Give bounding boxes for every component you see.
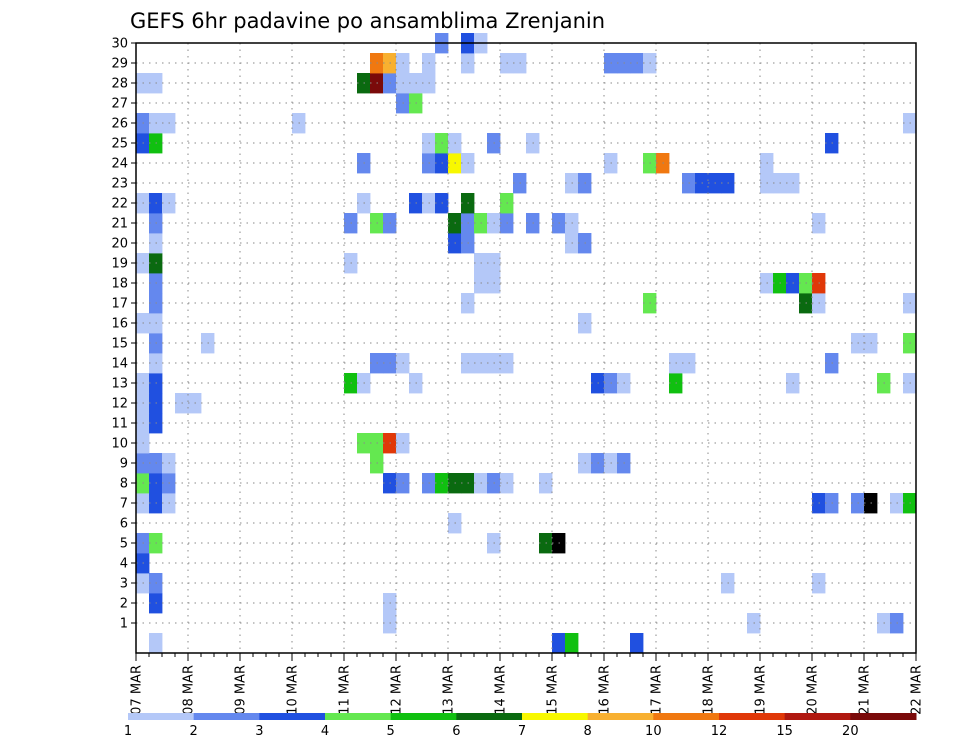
colorbar-label: 3	[255, 724, 263, 739]
colorbar-swatch	[128, 713, 195, 720]
y-tick-label: 18	[111, 277, 128, 292]
x-tick-label: 17 MAR	[650, 665, 665, 715]
x-tick-label: 15 MAR	[546, 665, 561, 715]
y-tick-label: 20	[111, 237, 128, 252]
x-tick-label: 10 MAR	[286, 665, 301, 715]
colorbar-label: 10	[645, 724, 662, 739]
x-tick-label: 16 MAR	[598, 665, 613, 715]
colorbar-label: 12	[711, 724, 728, 739]
x-tick-label: 08 MAR	[182, 665, 197, 715]
y-tick-label: 7	[120, 497, 128, 512]
x-tick-label: 19 MAR	[754, 665, 769, 715]
chart-title: GEFS 6hr padavine po ansamblima Zrenjani…	[130, 9, 605, 33]
x-axis: 07 MAR 08 MAR 09 MAR 10 MAR 11 MAR 12 MAR 13 M…	[130, 653, 925, 715]
colorbar-swatch	[390, 713, 457, 720]
colorbar-label: 20	[842, 724, 859, 739]
x-tick-label: 12 MAR	[390, 665, 405, 715]
y-tick-label: 21	[111, 217, 128, 232]
colorbar-swatch	[259, 713, 326, 720]
y-tick-label: 25	[111, 137, 128, 152]
y-tick-label: 19	[111, 257, 128, 272]
x-tick-label: 09 MAR	[234, 665, 249, 715]
colorbar-label: 4	[321, 724, 329, 739]
y-tick-label: 15	[111, 337, 128, 352]
x-tick-label: 13 MAR	[442, 665, 457, 715]
colorbar-label: 1	[124, 724, 132, 739]
y-tick-label: 1	[120, 617, 128, 632]
colorbar-swatch	[193, 713, 260, 720]
colorbar-swatch	[784, 713, 851, 720]
y-tick-label: 14	[111, 357, 128, 372]
y-tick-label: 17	[111, 297, 128, 312]
x-tick-label: 18 MAR	[702, 665, 717, 715]
x-tick-label: 21 MAR	[858, 665, 873, 715]
heatmap-cell	[630, 633, 644, 654]
heatmap-cell	[565, 633, 579, 654]
x-tick-label: 07 MAR	[130, 665, 145, 715]
y-tick-label: 4	[120, 557, 128, 572]
y-tick-label: 11	[111, 417, 128, 432]
x-tick-label: 20 MAR	[806, 665, 821, 715]
y-tick-label: 29	[111, 57, 128, 72]
y-tick-label: 30	[111, 37, 128, 52]
heatmap-cell	[149, 633, 163, 654]
colorbar-swatch	[719, 713, 786, 720]
y-tick-label: 16	[111, 317, 128, 332]
y-tick-label: 27	[111, 97, 128, 112]
y-tick-label: 6	[120, 517, 128, 532]
y-tick-label: 2	[120, 597, 128, 612]
y-tick-label: 12	[111, 397, 128, 412]
colorbar-label: 5	[387, 724, 395, 739]
colorbar-swatch	[325, 713, 392, 720]
colorbar-label: 8	[584, 724, 592, 739]
colorbar-label: 2	[190, 724, 198, 739]
y-tick-label: 5	[120, 537, 128, 552]
colorbar-swatch	[522, 713, 589, 720]
y-tick-label: 24	[111, 157, 128, 172]
y-tick-label: 8	[120, 477, 128, 492]
y-tick-label: 22	[111, 197, 128, 212]
colorbar-label: 7	[518, 724, 526, 739]
colorbar-swatch	[850, 713, 917, 720]
colorbar: 1 2 3 4 5 6 7 8 10 12 15 20	[124, 713, 917, 739]
x-tick-label: 22 MAR	[910, 665, 925, 715]
y-tick-label: 26	[111, 117, 128, 132]
x-tick-label: 11 MAR	[338, 665, 353, 715]
y-tick-label: 3	[120, 577, 128, 592]
heatmap-cell	[552, 633, 566, 654]
colorbar-swatch	[587, 713, 654, 720]
y-tick-label: 10	[111, 437, 128, 452]
colorbar-label: 15	[776, 724, 793, 739]
x-tick-label: 14 MAR	[494, 665, 509, 715]
y-axis: 1234567891011121314151617181920212223242…	[111, 37, 136, 632]
y-tick-label: 9	[120, 457, 128, 472]
y-tick-label: 28	[111, 77, 128, 92]
colorbar-swatch	[653, 713, 720, 720]
colorbar-swatch	[456, 713, 523, 720]
colorbar-label: 6	[452, 724, 460, 739]
y-tick-label: 23	[111, 177, 128, 192]
y-tick-label: 13	[111, 377, 128, 392]
